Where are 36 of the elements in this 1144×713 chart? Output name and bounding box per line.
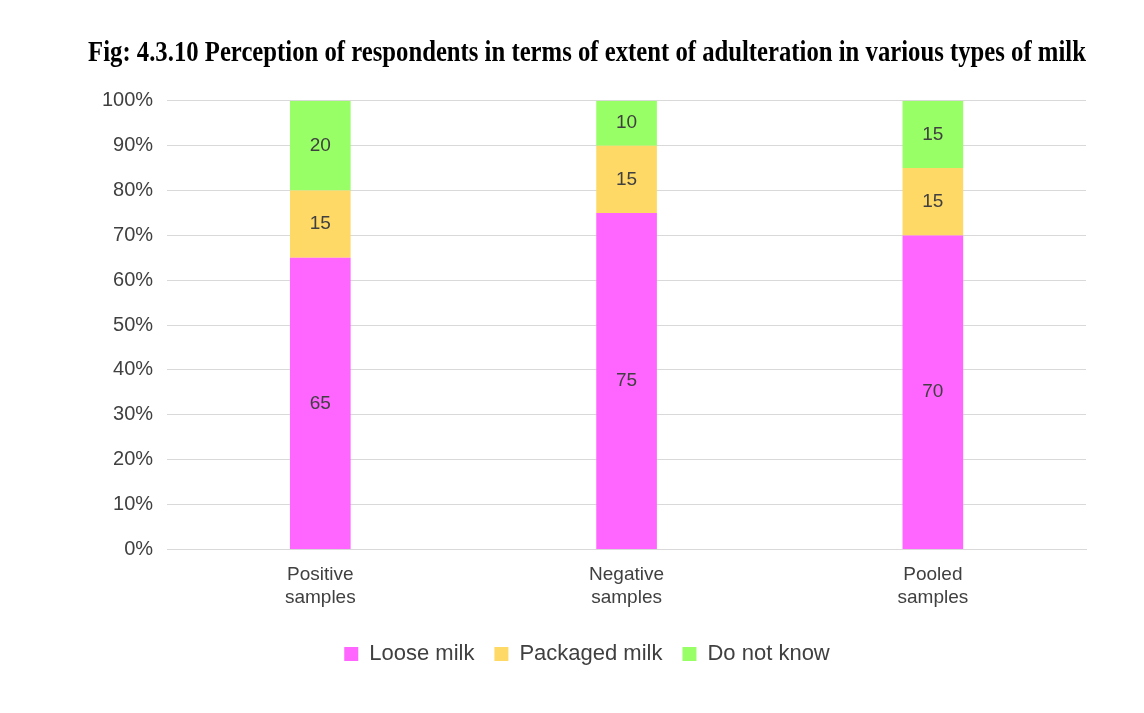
legend-label: Loose milk [369, 640, 476, 666]
y-tick-label: 80% [113, 178, 154, 201]
bar [902, 100, 964, 169]
chart-title: Fig: 4.3.10 Perception of respondents in terms of extent of adulteration in various types of milk [88, 35, 1086, 68]
y-tick-label: 0% [124, 536, 154, 559]
y-tick-label: 60% [113, 267, 154, 290]
x-tick-label: Negative samples [589, 563, 665, 607]
bar [289, 257, 351, 549]
data-label: 10 [616, 111, 638, 133]
legend-label: Packaged milk [519, 640, 664, 666]
bar [596, 212, 657, 549]
y-tick-label: 50% [113, 312, 154, 335]
bar [596, 145, 657, 213]
y-tick-label: 40% [113, 357, 154, 380]
bar [596, 100, 657, 146]
bar [902, 235, 964, 549]
data-label: 20 [309, 133, 331, 155]
data-label: 75 [616, 369, 638, 391]
y-tick-label: 90% [113, 133, 154, 156]
bar [289, 190, 351, 258]
y-tick-label: 20% [113, 447, 154, 470]
x-tick-label: Pooled samples [897, 563, 969, 607]
y-tick-label: 100% [102, 88, 154, 111]
y-tick-label: 70% [113, 222, 154, 245]
bar [902, 168, 964, 236]
data-label: 15 [922, 189, 944, 211]
y-tick-label: 30% [113, 402, 154, 425]
data-label: 15 [616, 167, 638, 189]
data-label: 70 [922, 380, 944, 402]
data-label: 15 [922, 122, 944, 144]
x-tick-label: Positive samples [284, 563, 356, 607]
bar [289, 100, 351, 191]
legend-label: Do not know [707, 640, 830, 666]
data-label: 65 [309, 391, 331, 413]
data-label: 15 [309, 212, 331, 234]
y-tick-label: 10% [113, 492, 154, 515]
